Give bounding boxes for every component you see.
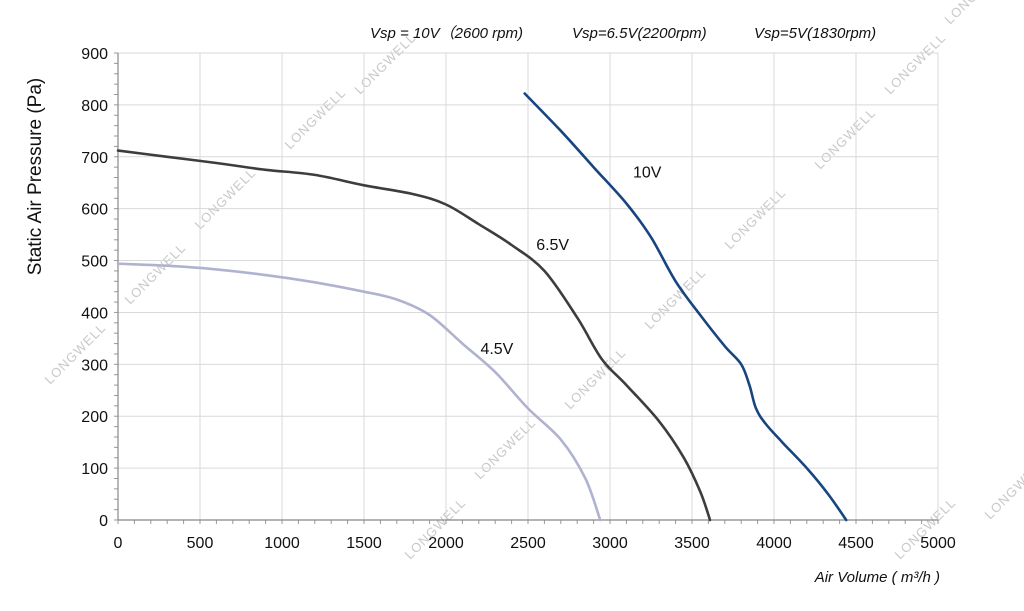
x-tick-label: 2000 [428,535,464,552]
axes: 0 500 1000 1500 2000 2500 3000 3500 4000 4500 5000… [81,46,956,552]
labels: Static Air Pressure (Pa) Air Volume ( m³/… [25,25,940,586]
watermark-text: LONGWELL [892,495,959,562]
x-tick-label: 2500 [510,535,546,552]
y-tick-label: 200 [81,409,108,426]
y-tick-label: 900 [81,46,108,63]
y-tick-label: 800 [81,98,108,115]
x-tick-label: 4000 [756,535,792,552]
series [116,92,848,522]
watermark-text: LONGWELL [982,455,1024,522]
x-tick-label: 3500 [674,535,710,552]
y-tick-label: 600 [81,202,108,219]
x-axis-title: Air Volume ( m³/h ) [814,569,940,586]
x-tick-label: 4500 [838,535,874,552]
watermarks: LONGWELLLONGWELLLONGWELLLONGWELLLONGWELL… [42,0,1024,562]
y-tick-label: 0 [99,513,108,530]
x-tick-label: 1500 [346,535,382,552]
watermark-text: LONGWELL [402,495,469,562]
y-tick-label: 700 [81,150,108,167]
header-note: Vsp=6.5V(2200rpm) [572,25,707,42]
minor-ticks [114,52,939,524]
watermark-text: LONGWELL [282,85,349,152]
watermark-text: LONGWELL [192,165,259,232]
y-tick-label: 500 [81,254,108,271]
y-tick-label: 400 [81,305,108,322]
watermark-text: LONGWELL [812,105,879,172]
watermark-text: LONGWELL [42,320,109,387]
series-label-6-5V: 6.5V [536,237,569,254]
y-axis-title: Static Air Pressure (Pa) [25,78,46,275]
y-tick-label: 300 [81,357,108,374]
watermark-text: LONGWELL [722,185,789,252]
x-tick-label: 500 [187,535,214,552]
watermark-text: LONGWELL [642,265,709,332]
watermark-text: LONGWELL [472,415,539,482]
grid [117,52,939,521]
watermark-text: LONGWELL [122,240,189,307]
header-note: Vsp=5V(1830rpm) [754,25,876,42]
header-note: Vsp = 10V（2600 rpm) [370,25,523,42]
series-label-4-5V: 4.5V [480,341,513,358]
series-label-10V: 10V [633,165,662,182]
watermark-text: LONGWELL [942,0,1009,27]
x-tick-label: 5000 [920,535,956,552]
y-tick-label: 100 [81,461,108,478]
series-line-6-5V [116,149,712,522]
x-tick-label: 0 [114,535,123,552]
x-tick-label: 3000 [592,535,628,552]
x-tick-label: 1000 [264,535,300,552]
watermark-text: LONGWELL [882,30,949,97]
series-line-10V [523,92,848,522]
series-line-4-5V [116,262,602,522]
